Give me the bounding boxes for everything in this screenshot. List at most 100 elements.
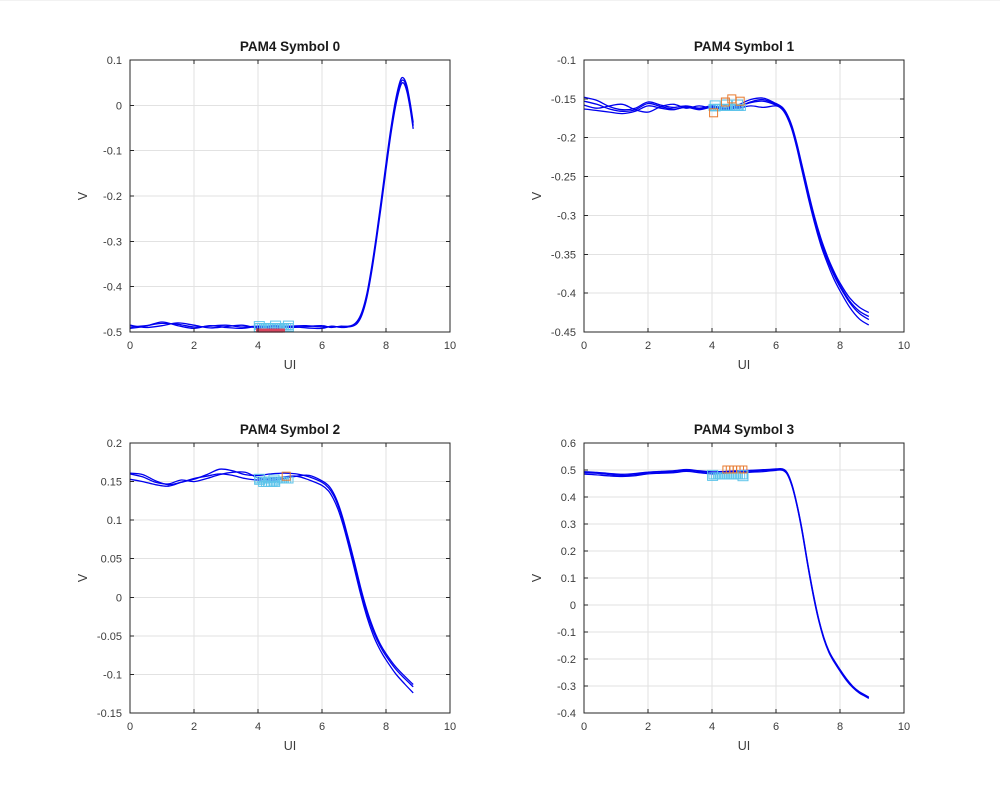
- trace-waveform-3: [129, 76, 414, 330]
- y-axis-label: V: [76, 191, 90, 200]
- trace-waveform-1: [129, 468, 414, 688]
- y-tick-label: -0.45: [551, 327, 576, 339]
- x-tick-label: 4: [709, 340, 715, 352]
- x-tick-label: 4: [709, 721, 715, 733]
- square-marker-icon: [281, 471, 291, 481]
- y-tick-label: 0.5: [561, 465, 576, 477]
- y-tick-label: 0: [116, 592, 122, 604]
- y-tick-label: -0.1: [103, 146, 122, 158]
- square-marker-icon: [707, 469, 719, 481]
- y-tick-label: -0.3: [557, 681, 576, 693]
- trace-waveform-2: [583, 103, 870, 326]
- square-marker-icon: [274, 480, 281, 487]
- x-tick-label: 0: [127, 340, 133, 352]
- y-tick-label: 0.2: [561, 546, 576, 558]
- y-tick-labels: 0.6 0.5 0.4 0.3 0.2 0.1 0 -0.1 -0.2 -0.3 -0.4: [557, 438, 576, 720]
- y-tick-label: 0.1: [107, 515, 122, 527]
- x-tick-label: 6: [319, 340, 325, 352]
- trace-waveform-2: [129, 473, 414, 694]
- y-axis-label: V: [76, 573, 90, 582]
- y-tick-label: -0.15: [97, 708, 122, 720]
- trace-waveform-3: [583, 467, 870, 698]
- y-tick-label: 0.4: [561, 492, 576, 504]
- y-tick-label: -0.3: [103, 236, 122, 248]
- x-tick-label: 10: [444, 340, 456, 352]
- subplot-pam4-symbol-0: 0 2 4 6 8 10 0.1 0 -0.1 -0.2 -0.3 -0.4 -0.5 PAM4 Symb…: [76, 39, 456, 372]
- subplot-pam4-symbol-3: 0 2 4 6 8 10 0.6 0.5 0.4 0.3 0.2 0.1 0 -0.1 -0.2 -0.3 -0…: [530, 422, 910, 753]
- x-tick-labels: 0 2 4 6 8 10: [581, 340, 910, 352]
- sample-markers: [708, 94, 746, 118]
- x-tick-labels: 0 2 4 6 8 10: [581, 721, 910, 733]
- y-tick-label: -0.2: [557, 654, 576, 666]
- trace-waveform-2: [583, 469, 870, 699]
- x-tick-label: 2: [645, 721, 651, 733]
- y-tick-label: 0.3: [561, 519, 576, 531]
- subplot-title: PAM4 Symbol 0: [240, 39, 340, 54]
- x-axis-label: UI: [738, 358, 751, 372]
- x-tick-label: 8: [383, 721, 389, 733]
- x-tick-label: 2: [191, 340, 197, 352]
- x-tick-label: 10: [444, 721, 456, 733]
- grid-lines: [130, 60, 450, 332]
- x-tick-label: 0: [127, 721, 133, 733]
- x-axis-label: UI: [284, 358, 297, 372]
- x-tick-label: 8: [837, 721, 843, 733]
- x-tick-label: 6: [319, 721, 325, 733]
- y-tick-label: -0.05: [97, 631, 122, 643]
- x-tick-label: 4: [255, 721, 261, 733]
- trace-waveform-3: [583, 100, 870, 321]
- y-tick-labels: 0.2 0.15 0.1 0.05 0 -0.05 -0.1 -0.15: [97, 438, 122, 720]
- y-tick-label: 0: [116, 100, 122, 112]
- subplot-title: PAM4 Symbol 3: [694, 422, 795, 437]
- subplot-pam4-symbol-2: 0 2 4 6 8 10 0.2 0.15 0.1 0.05 0 -0.05 -0.1 -0.15 PAM4…: [76, 422, 456, 753]
- y-tick-label: 0.1: [107, 55, 122, 67]
- y-tick-label: 0.15: [101, 477, 122, 489]
- square-marker-icon: [268, 474, 280, 486]
- y-tick-labels: 0.1 0 -0.1 -0.2 -0.3 -0.4 -0.5: [103, 55, 122, 339]
- x-tick-label: 10: [898, 340, 910, 352]
- x-tick-label: 6: [773, 340, 779, 352]
- square-marker-icon: [720, 97, 730, 107]
- trace-waveform-1: [583, 468, 870, 699]
- y-tick-label: -0.4: [557, 288, 576, 300]
- x-tick-label: 6: [773, 721, 779, 733]
- y-axis-label: V: [530, 191, 544, 200]
- y-tick-label: -0.3: [557, 210, 576, 222]
- x-tick-label: 10: [898, 721, 910, 733]
- y-tick-label: -0.4: [557, 708, 576, 720]
- y-tick-label: 0.1: [561, 573, 576, 585]
- square-marker-icon: [735, 96, 745, 106]
- y-tick-label: -0.25: [551, 172, 576, 184]
- waveform-traces: [583, 96, 870, 326]
- x-axis-label: UI: [738, 739, 751, 753]
- y-tick-label: -0.1: [557, 55, 576, 67]
- y-tick-label: 0.6: [561, 438, 576, 450]
- y-tick-label: 0.2: [107, 438, 122, 450]
- subplot-pam4-symbol-1: 0 2 4 6 8 10-0.1-0.15-0.2-0.25-0.3-0.35-0.4-0…: [530, 39, 910, 372]
- x-tick-label: 4: [255, 340, 261, 352]
- x-tick-label: 0: [581, 340, 587, 352]
- x-tick-label: 8: [837, 340, 843, 352]
- waveform-traces: [129, 468, 414, 694]
- y-tick-label: -0.1: [103, 669, 122, 681]
- y-tick-label: -0.2: [103, 191, 122, 203]
- sample-markers: [707, 465, 749, 482]
- grid-lines: [584, 443, 904, 713]
- axes-box: [583, 442, 905, 714]
- y-tick-label: -0.2: [557, 133, 576, 145]
- waveform-traces: [583, 467, 870, 699]
- y-tick-label: -0.1: [557, 627, 576, 639]
- y-tick-label: -0.5: [103, 327, 122, 339]
- y-tick-labels: -0.1 -0.15 -0.2 -0.25 -0.3 -0.35 -0.4 -0.45: [551, 55, 576, 339]
- y-tick-label: -0.35: [551, 249, 576, 261]
- x-tick-label: 2: [645, 340, 651, 352]
- x-axis-label: UI: [284, 739, 297, 753]
- axes-box: [129, 59, 451, 333]
- y-tick-label: 0: [570, 600, 576, 612]
- y-tick-label: -0.15: [551, 94, 576, 106]
- x-tick-labels: 0 2 4 6 8 10: [127, 340, 456, 352]
- trace-waveform-2: [129, 82, 414, 329]
- square-marker-icon: [254, 473, 266, 485]
